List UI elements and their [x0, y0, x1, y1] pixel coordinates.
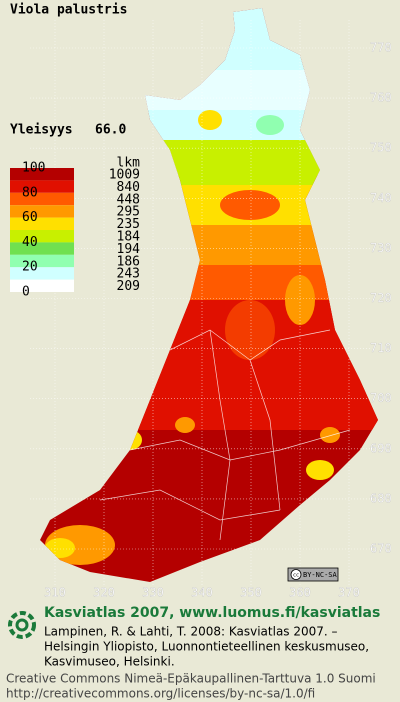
legend-count: 184 [117, 230, 141, 245]
y-label: 700 [370, 391, 392, 405]
x-label: 340 [191, 586, 213, 600]
badge: cc BY-NC-SA [287, 567, 339, 582]
legend-swatch [10, 205, 74, 218]
legend-swatch [10, 254, 74, 268]
y-label: 710 [370, 341, 392, 355]
x-label: 350 [240, 586, 262, 600]
y-label: 670 [370, 542, 392, 556]
legend-swatch [10, 180, 74, 193]
logo [8, 611, 36, 639]
legend-swatch [10, 230, 74, 243]
title: Viola palustris [10, 3, 127, 18]
legend-label: 40 [22, 235, 38, 250]
legend-count: 186 [117, 254, 140, 269]
x-label: 360 [289, 586, 311, 600]
x-label: 310 [44, 586, 66, 600]
grid: 770 760 750 740 730 720 710 700 690 680 670 310 320 3… [30, 20, 392, 600]
legend-count: 209 [117, 279, 140, 294]
legend-label: 100 [22, 161, 45, 176]
legend-label: 20 [22, 260, 38, 275]
legend-label: 60 [22, 210, 38, 225]
y-label: 730 [370, 241, 392, 255]
legend-swatch [10, 217, 74, 230]
legend-label: 0 [22, 285, 30, 300]
y-label: 680 [370, 491, 392, 505]
citation-line: Kasvimuseo, Helsinki. [44, 655, 175, 669]
legend-count: 840 [117, 180, 140, 195]
citation-line: Helsingin Yliopisto, Luonnontieteellinen… [44, 640, 369, 654]
legend-count: 235 [117, 217, 140, 232]
legend-swatch [10, 168, 74, 181]
y-label: 760 [370, 91, 392, 105]
legend-count: 194 [117, 242, 141, 257]
y-label: 720 [370, 291, 392, 305]
y-label: 690 [370, 441, 392, 455]
license-line: http://creativecommons.org/licenses/by-n… [6, 687, 315, 701]
legend-count: 243 [117, 267, 140, 282]
legend-count: 295 [117, 205, 140, 220]
y-label: 740 [370, 191, 392, 205]
citation-line: Lampinen, R. & Lahti, T. 2008: Kasviatla… [44, 625, 338, 639]
legend-swatch [10, 279, 74, 292]
legend-swatch [10, 192, 74, 206]
y-label: 770 [370, 41, 392, 55]
legend-swatch [10, 267, 74, 280]
badge-text: BY-NC-SA [303, 571, 338, 579]
x-label: 370 [338, 586, 360, 600]
legend-swatch [10, 242, 74, 255]
x-label: 320 [93, 586, 115, 600]
count-header: lkm [117, 156, 141, 171]
legend-count: 448 [117, 192, 140, 207]
license-line: Creative Commons Nimeä-Epäkaupallinen-Ta… [6, 672, 376, 686]
legend-label: 80 [22, 185, 38, 200]
footer: Lampinen, R. & Lahti, T. 2008: Kasviatla… [6, 625, 376, 701]
y-label: 750 [370, 141, 392, 155]
footer-heading: Kasviatlas 2007, www.luomus.fi/kasviatla… [44, 605, 380, 621]
svg-text:cc: cc [293, 573, 299, 579]
frequency-value: 66.0 [95, 123, 126, 138]
legend-count: 1009 [109, 168, 140, 183]
legend: 100 80 60 40 20 0 1009840448295235184194186243… [10, 161, 140, 300]
frequency-label: Yleisyys [10, 123, 73, 138]
x-label: 330 [142, 586, 164, 600]
